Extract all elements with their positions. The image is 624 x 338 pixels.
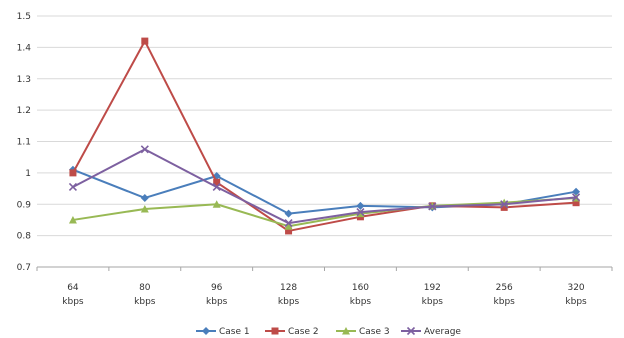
legend-label: Average bbox=[424, 327, 461, 337]
legend-item: Case 1 bbox=[196, 327, 250, 337]
x-tick-label: 192 bbox=[424, 283, 441, 293]
x-tick-label: 80 bbox=[139, 283, 151, 293]
data-point bbox=[213, 178, 221, 186]
data-point bbox=[284, 222, 293, 230]
data-point bbox=[356, 209, 365, 218]
legend: Case 1 Case 2 Case 3 Average bbox=[196, 326, 461, 337]
y-tick-label: 1.1 bbox=[17, 138, 31, 148]
data-point bbox=[500, 203, 508, 211]
data-point bbox=[285, 227, 293, 235]
x-tick-label: 256 bbox=[496, 283, 513, 293]
series-line bbox=[72, 148, 577, 225]
data-point bbox=[68, 182, 78, 192]
data-point bbox=[500, 200, 509, 209]
data-point bbox=[356, 208, 365, 217]
series-average bbox=[68, 145, 581, 228]
data-point bbox=[356, 201, 365, 210]
x-tick-label: 160 bbox=[352, 283, 369, 293]
x-axis-ticks: 64 kbps 80 kbps 96 kbps 128 kbps 160 kbps 192 kbps 2… bbox=[36, 267, 613, 307]
x-tick-label: kbps bbox=[278, 297, 300, 307]
y-tick-label: 1.5 bbox=[17, 12, 31, 22]
x-tick-label: kbps bbox=[350, 297, 372, 307]
data-point bbox=[202, 327, 210, 335]
x-tick-label: 64 bbox=[67, 283, 79, 293]
legend-item: Case 2 bbox=[265, 327, 319, 337]
x-tick-label: kbps bbox=[565, 297, 587, 307]
data-point bbox=[284, 219, 293, 228]
data-point bbox=[68, 215, 77, 224]
y-tick-label: 1.2 bbox=[17, 106, 31, 116]
legend-label: Case 3 bbox=[359, 327, 390, 337]
x-tick-label: kbps bbox=[494, 297, 516, 307]
data-point bbox=[406, 326, 416, 336]
legend-label: Case 1 bbox=[219, 327, 250, 337]
x-tick-label: kbps bbox=[206, 297, 228, 307]
data-point bbox=[141, 37, 149, 45]
y-tick-label: 0.8 bbox=[17, 232, 32, 242]
y-tick-label: 1.4 bbox=[17, 43, 32, 53]
x-tick-label: kbps bbox=[134, 297, 156, 307]
y-tick-label: 1 bbox=[25, 169, 31, 179]
data-point bbox=[69, 169, 77, 177]
legend-item: Average bbox=[401, 326, 461, 337]
data-point bbox=[572, 199, 580, 207]
data-point bbox=[212, 182, 221, 192]
data-point bbox=[428, 202, 437, 211]
series-line bbox=[72, 196, 577, 228]
x-tick-label: 96 bbox=[211, 283, 223, 293]
y-tick-label: 0.7 bbox=[17, 263, 31, 273]
x-tick-label: 320 bbox=[567, 283, 584, 293]
data-point bbox=[571, 193, 581, 202]
data-point bbox=[342, 327, 350, 335]
y-tick-label: 1.3 bbox=[17, 75, 31, 85]
legend-item: Case 3 bbox=[336, 327, 390, 337]
data-point bbox=[140, 204, 149, 213]
data-point bbox=[140, 193, 149, 202]
x-tick-label: kbps bbox=[62, 297, 84, 307]
data-point bbox=[140, 145, 149, 154]
data-point bbox=[212, 200, 221, 208]
series-line bbox=[72, 40, 577, 232]
data-point bbox=[271, 327, 279, 335]
series-layer bbox=[68, 37, 581, 235]
x-tick-label: 128 bbox=[280, 283, 297, 293]
x-tick-label: kbps bbox=[422, 297, 444, 307]
data-point bbox=[572, 187, 581, 196]
y-tick-label: 0.9 bbox=[17, 200, 32, 210]
y-axis-ticks: 0.7 0.8 0.9 1 1.1 1.2 1.3 1.4 1.5 bbox=[17, 12, 32, 273]
data-point bbox=[284, 209, 293, 218]
grid-lines bbox=[37, 15, 612, 268]
legend-label: Case 2 bbox=[288, 327, 319, 337]
